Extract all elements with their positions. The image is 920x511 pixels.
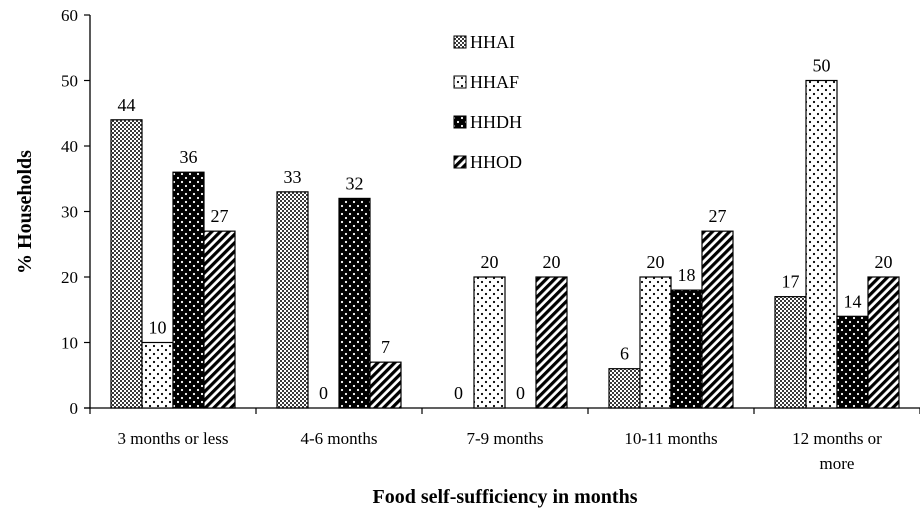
y-tick-label: 40 xyxy=(61,137,78,156)
data-label: 33 xyxy=(284,167,302,187)
x-axis-title: Food self-sufficiency in months xyxy=(373,486,638,508)
legend-label: HHAI xyxy=(470,32,515,52)
y-tick-label: 30 xyxy=(61,203,78,222)
data-label: 7 xyxy=(381,337,390,357)
bar-hhai xyxy=(276,191,309,409)
bar-hhod xyxy=(701,230,734,409)
bar-hhdh xyxy=(670,289,703,409)
legend-label: HHOD xyxy=(470,152,522,172)
data-label: 27 xyxy=(211,206,229,226)
bar-hhai xyxy=(608,368,641,409)
legend-swatch-hhod xyxy=(453,155,467,169)
y-tick-label: 20 xyxy=(61,268,78,287)
data-label: 6 xyxy=(620,344,629,364)
data-labels: 44 10 36 27 33 0 32 7 0 20 0 20 6 20 18 27 17 50 14 20 xyxy=(118,56,893,404)
data-label: 10 xyxy=(149,318,167,338)
bar-hhod xyxy=(203,230,236,409)
data-label: 14 xyxy=(844,291,862,311)
legend-swatch-hhaf xyxy=(453,75,467,89)
x-tick-label: more xyxy=(820,454,855,473)
data-label: 17 xyxy=(782,272,800,292)
data-label: 32 xyxy=(346,173,364,193)
legend-swatch-hhai xyxy=(453,35,467,49)
data-label: 0 xyxy=(516,383,525,403)
data-label: 20 xyxy=(481,252,499,272)
y-axis-title: % Households xyxy=(14,150,36,274)
data-label: 50 xyxy=(813,56,831,76)
x-tick-label: 7-9 months xyxy=(467,429,544,448)
x-tick-labels: 3 months or less 4-6 months 7-9 months 10-1… xyxy=(118,429,883,473)
data-label: 20 xyxy=(875,252,893,272)
y-tick-label: 0 xyxy=(70,399,79,418)
bar-hhdh xyxy=(338,197,371,409)
x-tick-label: 10-11 months xyxy=(624,429,717,448)
y-tick-label: 50 xyxy=(61,72,78,91)
data-label: 27 xyxy=(709,206,727,226)
bar-hhaf xyxy=(639,276,672,409)
x-tick-label: 12 months or xyxy=(792,429,882,448)
data-label: 36 xyxy=(180,147,198,167)
data-label: 20 xyxy=(543,252,561,272)
data-label: 20 xyxy=(647,252,665,272)
bar-hhod xyxy=(867,276,900,409)
bar-hhdh xyxy=(172,171,205,409)
bar-hhod xyxy=(369,361,402,409)
bar-hhdh xyxy=(836,315,869,409)
legend: HHAI HHAF HHDH HHOD xyxy=(453,32,522,172)
data-label: 18 xyxy=(678,265,696,285)
bar-hhai xyxy=(110,119,143,409)
bar-hhod xyxy=(535,276,568,409)
legend-label: HHDH xyxy=(470,112,522,132)
y-tick-label: 10 xyxy=(61,334,78,353)
bar-hhaf xyxy=(473,276,506,409)
legend-swatch-hhdh xyxy=(453,115,467,129)
legend-label: HHAF xyxy=(470,72,519,92)
y-tick-label: 60 xyxy=(61,6,78,25)
bar-hhai xyxy=(774,296,807,409)
data-label: 0 xyxy=(454,383,463,403)
x-tick-label: 3 months or less xyxy=(118,429,229,448)
x-tick-label: 4-6 months xyxy=(301,429,378,448)
bars xyxy=(110,79,900,409)
data-label: 44 xyxy=(118,95,136,115)
data-label: 0 xyxy=(319,383,328,403)
bar-hhaf xyxy=(805,79,838,409)
bar-hhaf xyxy=(141,341,174,409)
